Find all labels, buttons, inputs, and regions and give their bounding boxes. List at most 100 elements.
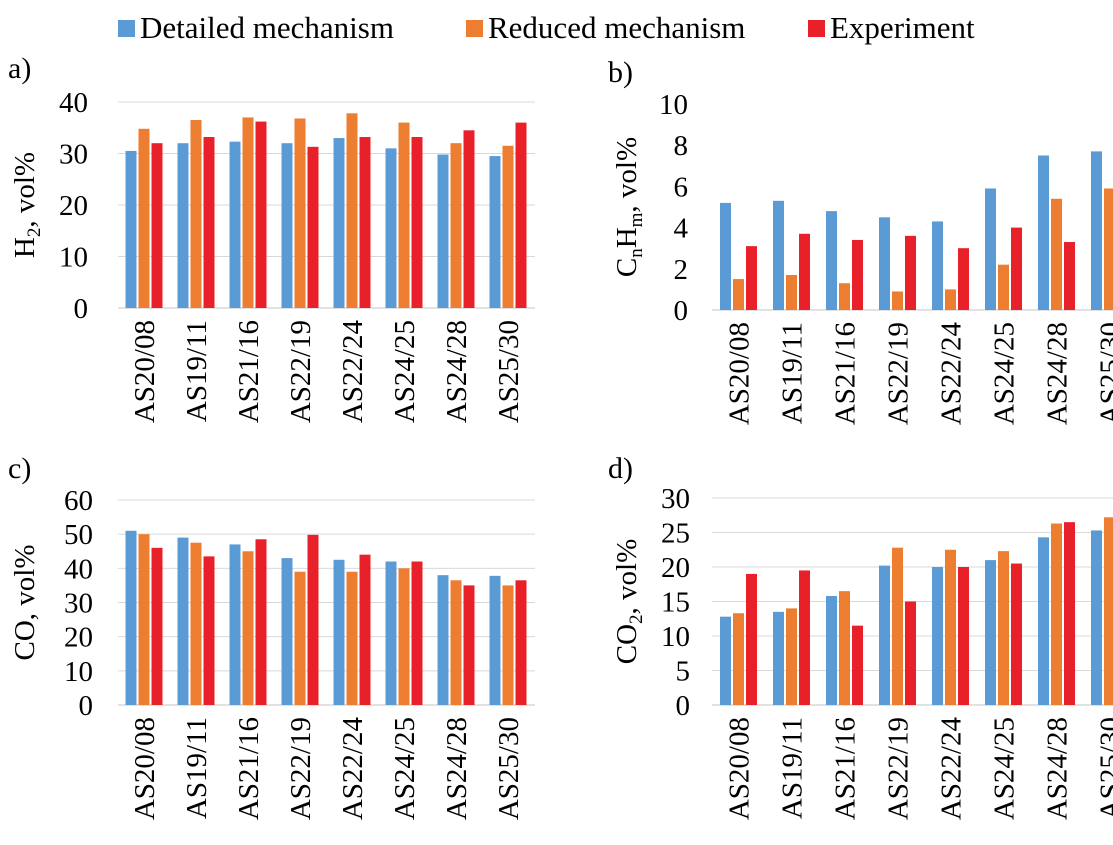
bar-experiment-as19-11 — [203, 137, 215, 308]
y-tick-label: 30 — [59, 139, 88, 171]
bar-experiment-as21-16 — [852, 625, 863, 705]
bar-experiment-as20-08 — [746, 246, 757, 310]
y-axis-label: CO2, vol% — [611, 539, 647, 665]
bar-detailed-as20-08 — [720, 616, 731, 705]
bar-detailed-as24-25 — [385, 561, 397, 705]
panel-label: b) — [608, 56, 633, 89]
legend-swatch-experiment — [808, 19, 825, 37]
bar-reduced-as21-16 — [242, 551, 254, 705]
bar-experiment-as19-11 — [799, 570, 810, 705]
y-tick-label: 0 — [79, 690, 94, 722]
x-tick-label: AS22/19 — [285, 717, 317, 820]
x-tick-label: AS20/08 — [724, 717, 756, 820]
bar-reduced-as22-24 — [346, 113, 358, 308]
bar-experiment-as22-24 — [359, 137, 371, 308]
bar-detailed-as22-24 — [333, 138, 345, 308]
chart-panel-b: b) 0 2 4 6 8 10 CnHm, vol% AS20/08 AS19/11 AS21/16… — [608, 56, 1113, 425]
bar-reduced-as24-28 — [1051, 523, 1062, 705]
bar-detailed-as20-08 — [125, 150, 137, 308]
bar-detailed-as25-30 — [1091, 151, 1102, 310]
y-tick-label: 10 — [659, 89, 688, 121]
bar-detailed-as22-19 — [281, 143, 293, 308]
bar-detailed-as19-11 — [177, 537, 189, 705]
x-tick-label: AS21/16 — [233, 320, 265, 423]
bar-experiment-as24-25 — [1011, 227, 1022, 310]
x-tick-label: AS20/08 — [129, 320, 161, 423]
y-tick-label: 20 — [64, 622, 93, 654]
bar-detailed-as24-25 — [985, 560, 996, 705]
bar-detailed-as24-28 — [437, 575, 449, 705]
bar-detailed-as24-28 — [437, 154, 449, 308]
y-tick-label: 0 — [674, 295, 689, 327]
x-tick-label: AS24/28 — [441, 717, 473, 820]
bar-reduced-as25-30 — [1104, 517, 1113, 705]
x-tick-label: AS21/16 — [830, 322, 862, 425]
legend-item-detailed: Detailed mechanism — [118, 8, 394, 48]
legend: Detailed mechanism Reduced mechanism Exp… — [0, 8, 1113, 48]
bar-reduced-as24-28 — [450, 580, 462, 705]
bar-reduced-as24-25 — [998, 551, 1009, 705]
bar-detailed-as24-25 — [385, 148, 397, 308]
y-tick-label: 20 — [59, 190, 88, 222]
y-tick-label: 40 — [64, 553, 93, 585]
bar-reduced-as24-25 — [998, 264, 1009, 310]
y-axis-label: CO, vol% — [9, 545, 41, 661]
bar-reduced-as21-16 — [242, 117, 254, 308]
x-tick-label: AS22/19 — [883, 322, 915, 425]
y-tick-label: 8 — [674, 130, 689, 162]
bar-experiment-as25-30 — [515, 122, 527, 308]
bar-reduced-as24-25 — [398, 122, 410, 308]
panel-label: a) — [8, 52, 31, 85]
y-tick-label: 10 — [64, 656, 93, 688]
bar-reduced-as25-30 — [502, 145, 514, 308]
bar-detailed-as19-11 — [773, 200, 784, 310]
y-tick-label: 6 — [674, 171, 689, 203]
y-tick-label: 20 — [661, 552, 690, 584]
bar-experiment-as22-24 — [359, 554, 371, 705]
x-tick-label: AS22/24 — [337, 717, 369, 821]
x-tick-label: AS24/28 — [441, 320, 473, 423]
x-tick-label: AS19/11 — [777, 322, 809, 424]
x-tick-label: AS22/19 — [285, 320, 317, 423]
bar-reduced-as20-08 — [733, 613, 744, 705]
bar-experiment-as22-24 — [958, 248, 969, 310]
y-tick-label: 0 — [74, 293, 89, 325]
bar-reduced-as22-19 — [294, 118, 306, 308]
x-tick-label: AS22/19 — [883, 717, 915, 820]
bar-detailed-as25-30 — [489, 156, 501, 308]
bar-detailed-as19-11 — [177, 143, 189, 308]
bar-detailed-as20-08 — [125, 530, 137, 705]
bar-experiment-as24-28 — [1064, 242, 1075, 310]
bar-experiment-as20-08 — [746, 573, 757, 705]
x-tick-label: AS19/11 — [777, 717, 809, 819]
bar-detailed-as22-19 — [879, 217, 890, 310]
bar-detailed-as25-30 — [1091, 530, 1102, 705]
bar-reduced-as20-08 — [138, 128, 150, 308]
y-axis-label: CnHm, vol% — [611, 137, 647, 277]
y-tick-label: 10 — [661, 621, 690, 653]
bar-reduced-as22-24 — [945, 549, 956, 705]
bar-reduced-as20-08 — [733, 279, 744, 310]
bar-experiment-as21-16 — [255, 121, 267, 308]
bar-experiment-as22-19 — [307, 146, 319, 308]
legend-label-detailed: Detailed mechanism — [140, 10, 394, 45]
bar-experiment-as21-16 — [852, 239, 863, 310]
y-tick-label: 5 — [676, 656, 691, 688]
bar-reduced-as20-08 — [138, 534, 150, 705]
bar-detailed-as22-24 — [932, 221, 943, 310]
y-axis-label: H2, vol% — [9, 152, 45, 258]
bar-experiment-as21-16 — [255, 539, 267, 705]
x-tick-label: AS19/11 — [181, 320, 213, 422]
y-tick-label: 30 — [661, 483, 690, 515]
chart-panel-a: a) 0 10 20 30 40 H2, vol% AS20/08 AS19/11 AS21/16… — [8, 52, 535, 423]
bar-detailed-as24-28 — [1038, 537, 1049, 705]
bar-reduced-as21-16 — [839, 283, 850, 310]
y-tick-label: 15 — [661, 587, 690, 619]
y-tick-label: 0 — [676, 690, 691, 722]
bar-detailed-as22-19 — [879, 565, 890, 705]
x-tick-label: AS19/11 — [181, 717, 213, 819]
y-tick-label: 4 — [674, 213, 689, 245]
bar-detailed-as21-16 — [229, 544, 241, 705]
bar-reduced-as19-11 — [190, 120, 202, 309]
